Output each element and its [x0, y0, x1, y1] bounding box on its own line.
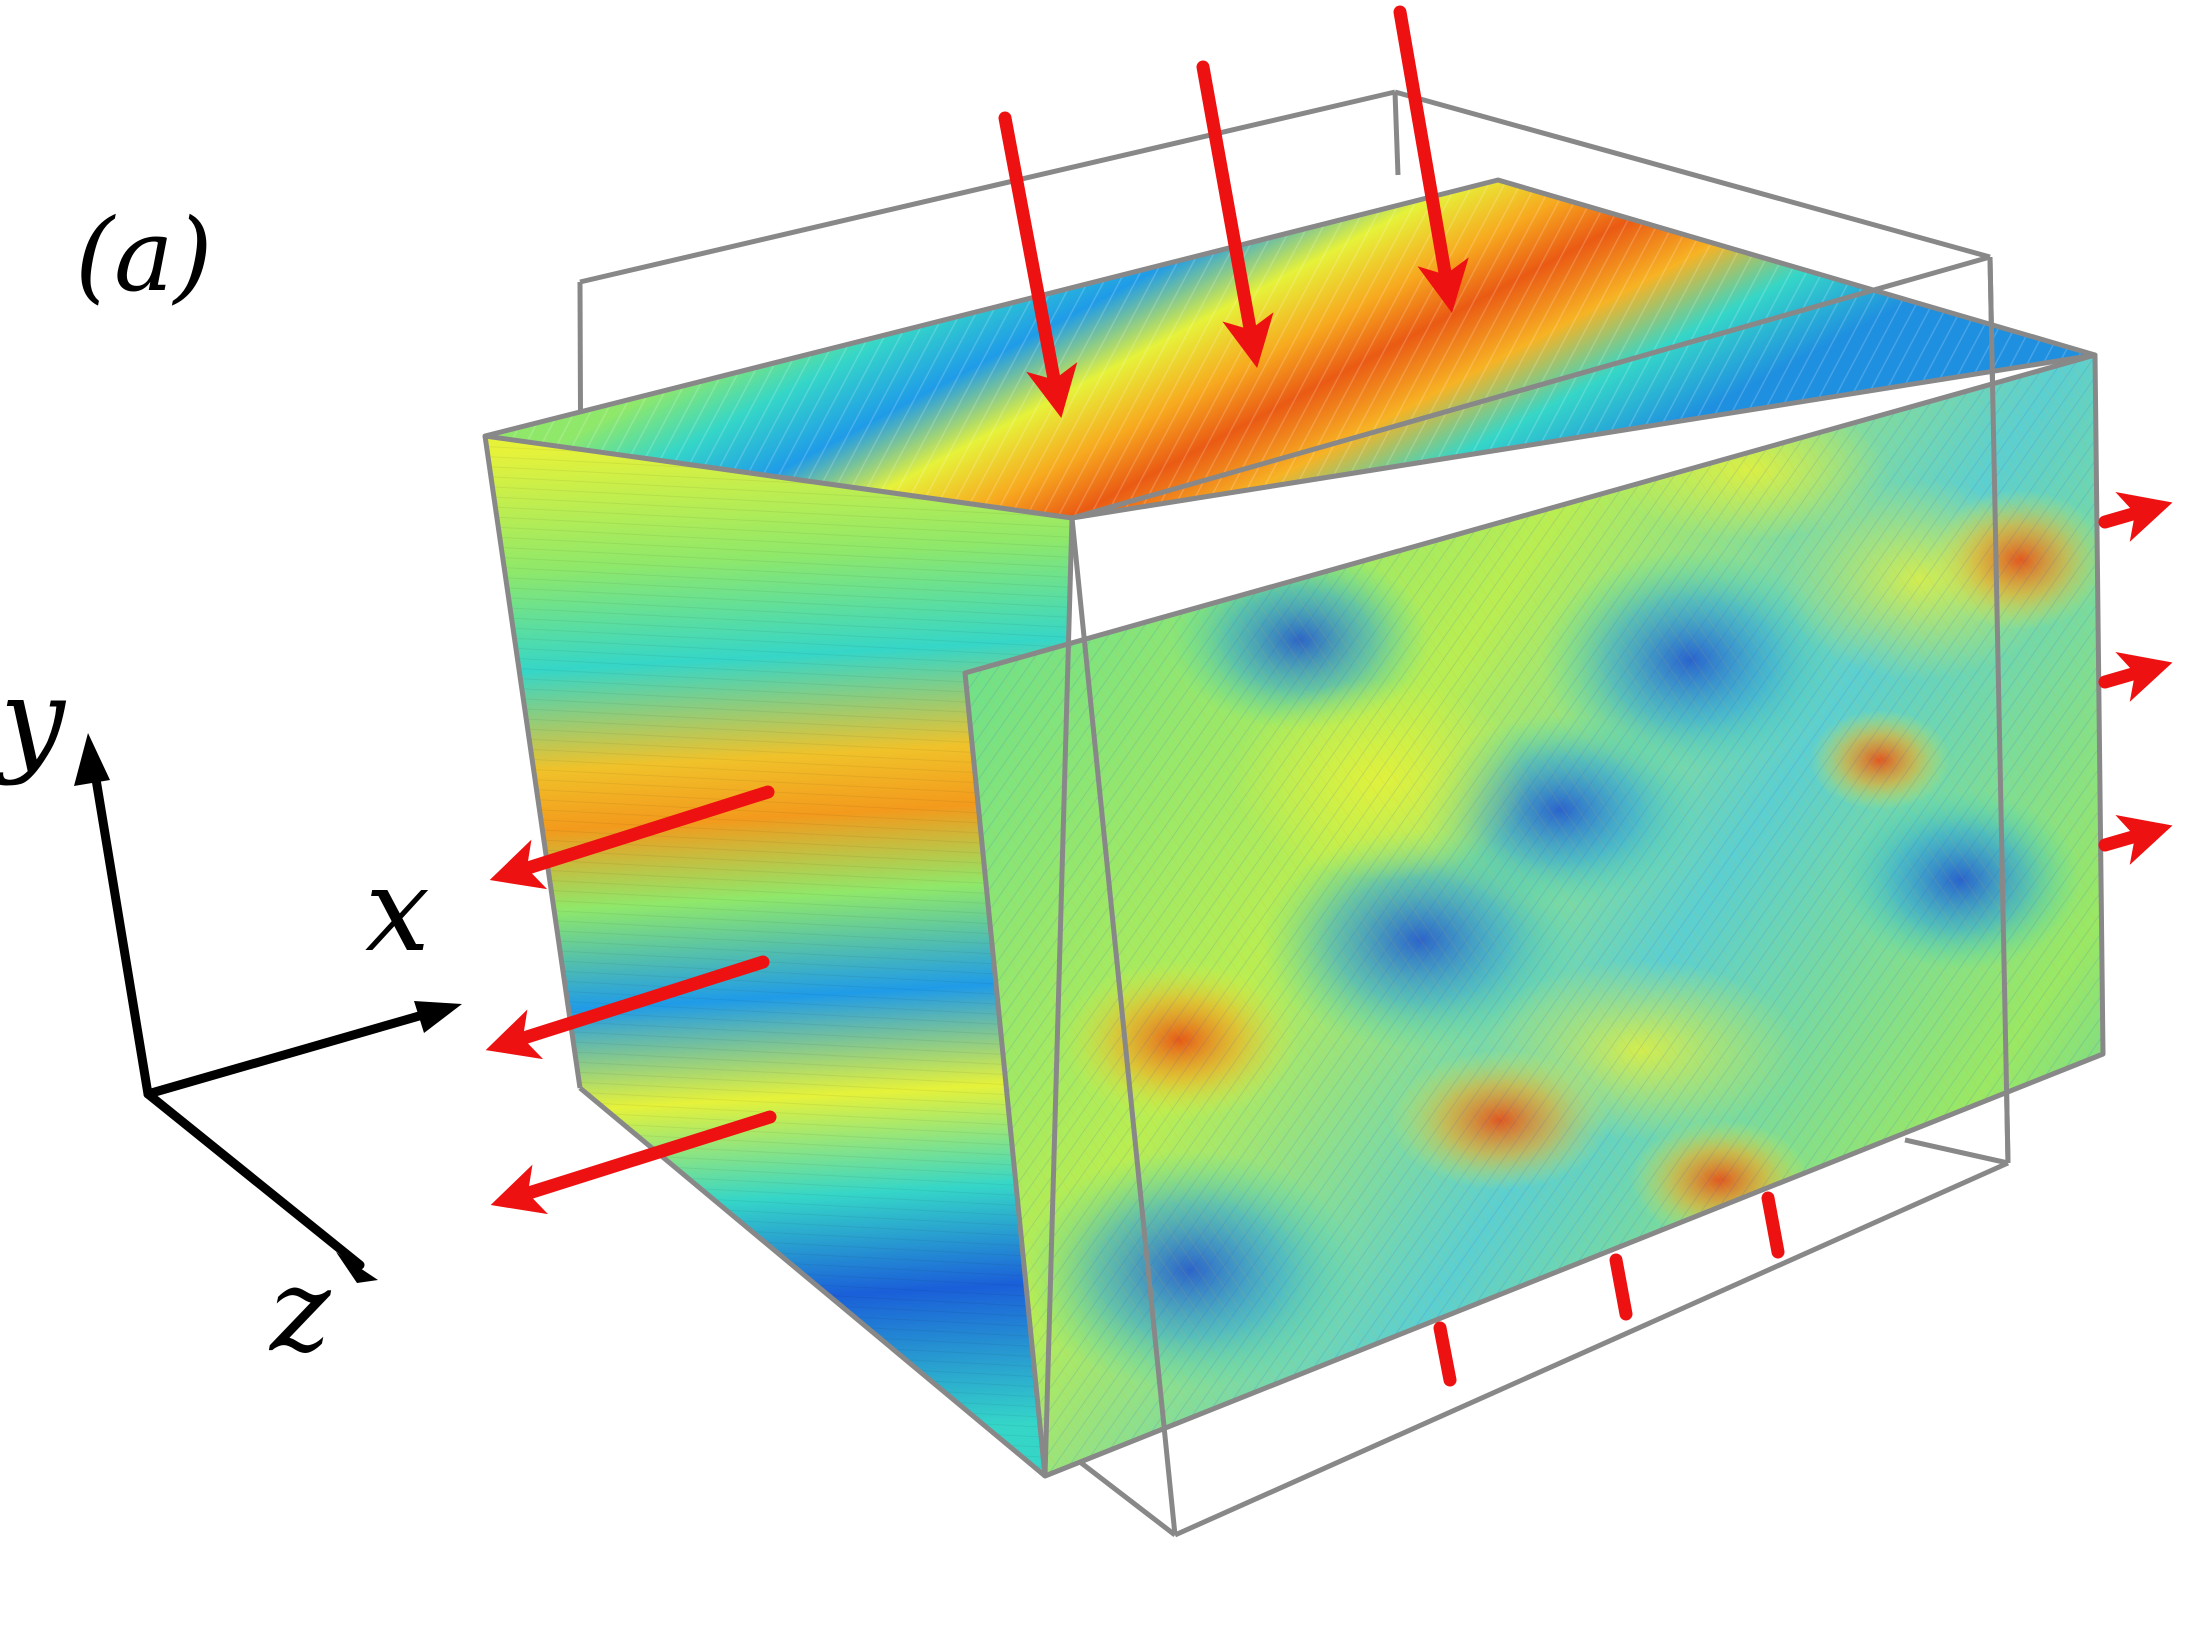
- force-arrows-left: [485, 785, 777, 1215]
- force-tick-2: [1609, 1253, 1633, 1321]
- z-axis: [143, 1089, 365, 1270]
- force-arrow-right-1: [2098, 491, 2173, 542]
- force-arrow-right-2: [2098, 651, 2173, 702]
- z-axis-label: z: [268, 1244, 332, 1378]
- y-arrowhead: [74, 733, 110, 786]
- left-face: [485, 436, 1072, 1476]
- force-arrow-left-3: [490, 1110, 777, 1215]
- front-frame: [482, 177, 2106, 1536]
- force-arrow-left-2: [485, 955, 770, 1060]
- axis-arrowheads: [74, 733, 462, 1283]
- z-arrowhead: [336, 1252, 378, 1283]
- x-axis: [143, 1005, 445, 1099]
- panel-label: (a): [75, 197, 213, 314]
- force-arrows-top: [998, 5, 1469, 418]
- force-tick-3: [1761, 1191, 1785, 1259]
- coordinate-axes: [87, 750, 445, 1270]
- force-arrow-top-2: [1196, 60, 1274, 369]
- x-axis-label: x: [365, 844, 430, 978]
- front-face: [965, 355, 2103, 1476]
- y-axis: [87, 750, 153, 1099]
- force-tick-1: [1433, 1321, 1457, 1387]
- force-arrow-left-1: [489, 785, 775, 890]
- force-arrow-right-3: [2098, 814, 2173, 865]
- y-axis-label: y: [0, 654, 67, 788]
- top-face: [485, 180, 2095, 518]
- force-arrows-right: [2098, 491, 2173, 865]
- force-arrow-top-1: [998, 111, 1078, 418]
- force-arrow-top-3: [1393, 5, 1469, 314]
- x-arrowhead: [414, 1001, 462, 1033]
- force-ticks-bottom: [1433, 1191, 1785, 1387]
